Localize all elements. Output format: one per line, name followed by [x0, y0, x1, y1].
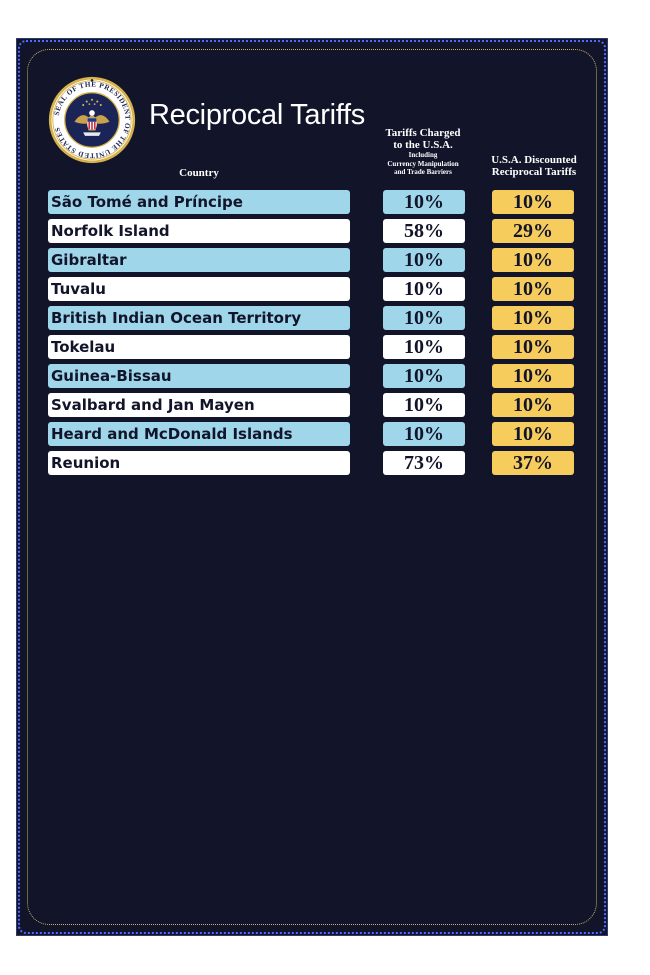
outer-dotted-frame [18, 40, 606, 934]
charged-header-sub2: Currency Manipulation [387, 159, 459, 168]
charged-cell: 73% [383, 451, 465, 475]
discounted-cell: 29% [492, 219, 574, 243]
table-row: Gibraltar 10% 10% [17, 248, 607, 272]
charged-header-line2: to the U.S.A. [393, 138, 453, 151]
discounted-cell: 10% [492, 335, 574, 359]
country-cell: Tuvalu [48, 277, 350, 301]
charged-header-line1: Tariffs Charged [385, 127, 461, 139]
charged-cell: 10% [383, 364, 465, 388]
charged-cell: 10% [383, 335, 465, 359]
discounted-cell: 10% [492, 190, 574, 214]
discounted-cell: 10% [492, 306, 574, 330]
table-row: Norfolk Island 58% 29% [17, 219, 607, 243]
column-header-country: Country [179, 167, 219, 179]
column-header-discounted: U.S.A. Discounted Reciprocal Tariffs [479, 154, 589, 178]
tariff-board: SEAL OF THE PRESIDENT OF THE UNITED STAT… [16, 38, 608, 936]
table-row: British Indian Ocean Territory 10% 10% [17, 306, 607, 330]
discounted-header-line2: Reciprocal Tariffs [491, 165, 577, 178]
presidential-seal-icon: SEAL OF THE PRESIDENT OF THE UNITED STAT… [48, 76, 136, 164]
country-cell: São Tomé and Príncipe [48, 190, 350, 214]
charged-cell: 10% [383, 306, 465, 330]
inner-dotted-frame [27, 49, 597, 925]
table-row: São Tomé and Príncipe 10% 10% [17, 190, 607, 214]
table-row: Heard and McDonald Islands 10% 10% [17, 422, 607, 446]
charged-cell: 10% [383, 422, 465, 446]
discounted-cell: 10% [492, 393, 574, 417]
discounted-cell: 10% [492, 277, 574, 301]
discounted-cell: 10% [492, 422, 574, 446]
country-cell: Guinea-Bissau [48, 364, 350, 388]
country-cell: Norfolk Island [48, 219, 350, 243]
charged-cell: 10% [383, 248, 465, 272]
country-cell: Heard and McDonald Islands [48, 422, 350, 446]
country-cell: Tokelau [48, 335, 350, 359]
column-header-tariffs-charged: Tariffs Charged to the U.S.A. Including … [375, 127, 471, 177]
country-cell: Svalbard and Jan Mayen [48, 393, 350, 417]
charged-cell: 58% [383, 219, 465, 243]
country-cell: British Indian Ocean Territory [48, 306, 350, 330]
country-cell: Gibraltar [48, 248, 350, 272]
table-row: Tokelau 10% 10% [17, 335, 607, 359]
charged-header-sub3: and Trade Barriers [394, 168, 452, 177]
table-row: Guinea-Bissau 10% 10% [17, 364, 607, 388]
table-row: Tuvalu 10% 10% [17, 277, 607, 301]
table-row: Reunion 73% 37% [17, 451, 607, 475]
discounted-cell: 10% [492, 248, 574, 272]
charged-cell: 10% [383, 190, 465, 214]
discounted-cell: 37% [492, 451, 574, 475]
page-title: Reciprocal Tariffs [149, 99, 365, 131]
charged-cell: 10% [383, 393, 465, 417]
table-row: Svalbard and Jan Mayen 10% 10% [17, 393, 607, 417]
charged-header-sub1: Including [408, 151, 438, 160]
discounted-cell: 10% [492, 364, 574, 388]
country-cell: Reunion [48, 451, 350, 475]
charged-cell: 10% [383, 277, 465, 301]
discounted-header-line1: U.S.A. Discounted [491, 154, 577, 166]
